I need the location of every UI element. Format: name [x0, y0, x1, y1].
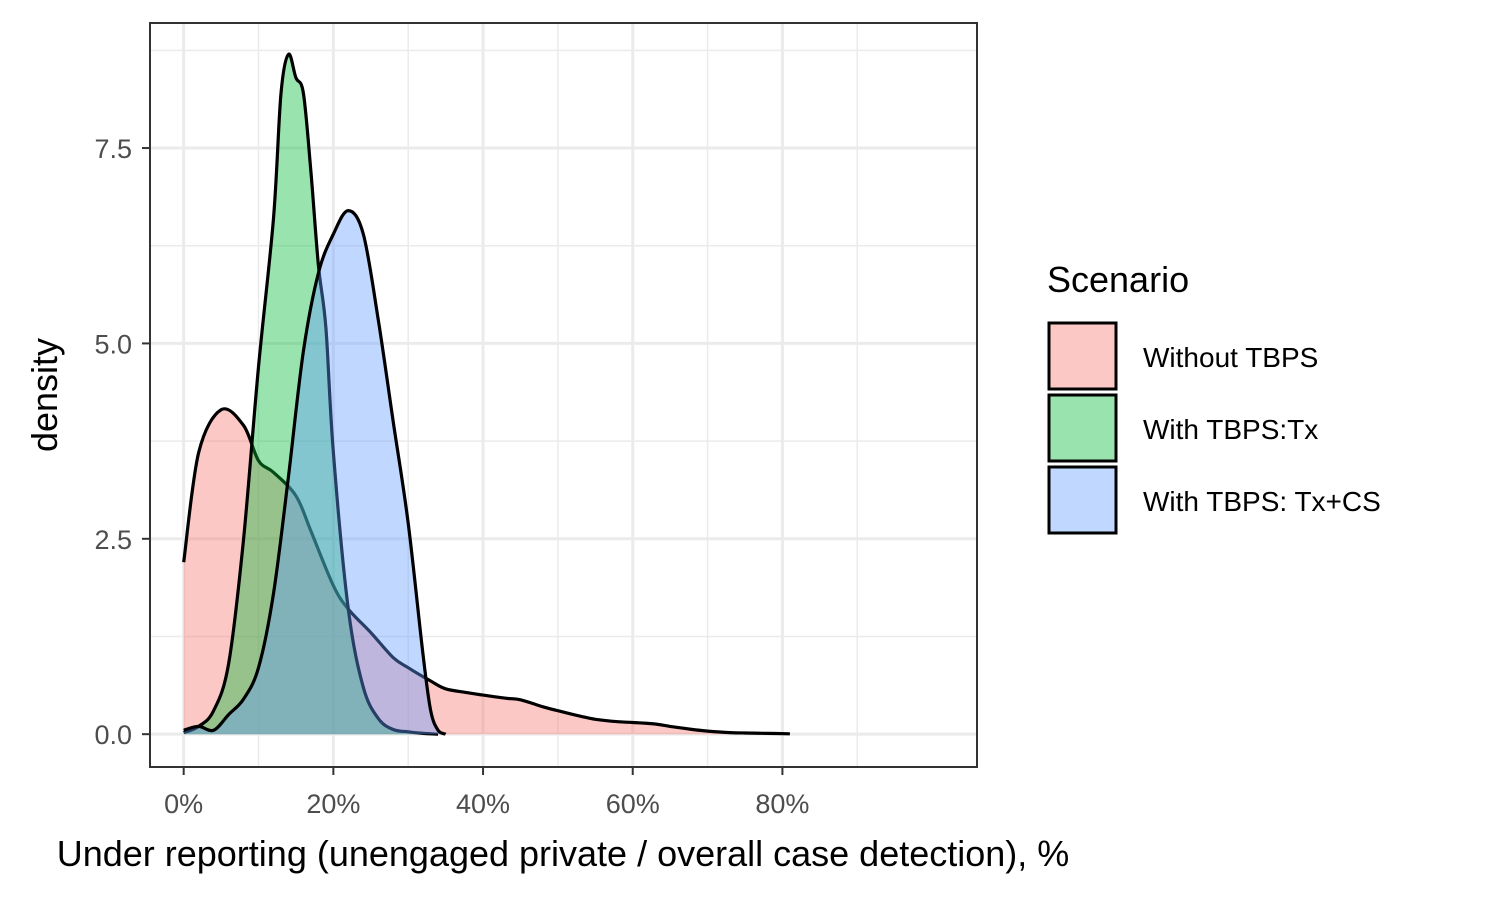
y-tick-label: 5.0 [94, 329, 132, 359]
density-line-with-tbps-tx-cs [183, 209, 447, 736]
legend-key-with-tbps-tx [1047, 393, 1118, 463]
x-tick-label: 40% [456, 789, 510, 819]
density-area-with-tbps-tx [183, 54, 439, 735]
legend-key-with-tbps-tx-cs [1047, 465, 1118, 535]
y-axis-title: density [24, 338, 65, 452]
x-tick-label: 0% [164, 789, 203, 819]
y-tick-label: 2.5 [94, 525, 132, 555]
density-areas [182, 52, 790, 736]
density-area-without-tbps [183, 408, 790, 735]
x-tick-label: 20% [306, 789, 360, 819]
density-line-without-tbps [182, 407, 790, 736]
legend-key-background [1049, 467, 1116, 533]
y-tick-label: 0.0 [94, 720, 132, 750]
legend-key-background [1049, 323, 1116, 389]
legend-label-with-tbps-tx-cs: With TBPS: Tx+CS [1143, 486, 1381, 517]
x-axis-title: Under reporting (unengaged private / ove… [57, 833, 1070, 874]
x-tick-label: 60% [606, 789, 660, 819]
panel-border [149, 22, 978, 768]
x-tick-label: 80% [755, 789, 809, 819]
legend-label-without-tbps: Without TBPS [1143, 342, 1318, 373]
legend-key-background [1049, 395, 1116, 461]
legend-title: Scenario [1047, 259, 1189, 300]
legend-label-with-tbps-tx: With TBPS:Tx [1143, 414, 1318, 445]
density-line-with-tbps-tx [183, 52, 439, 736]
grid-lines [150, 23, 977, 767]
y-tick-label: 7.5 [94, 134, 132, 164]
axes: 0% 20% 40% 60% 80% 0.0 2.5 5.0 7.5 [94, 134, 809, 819]
legend-key-without-tbps [1047, 321, 1118, 391]
legend: Scenario Without TBPS With TBPS:Tx With TB… [1047, 259, 1381, 535]
